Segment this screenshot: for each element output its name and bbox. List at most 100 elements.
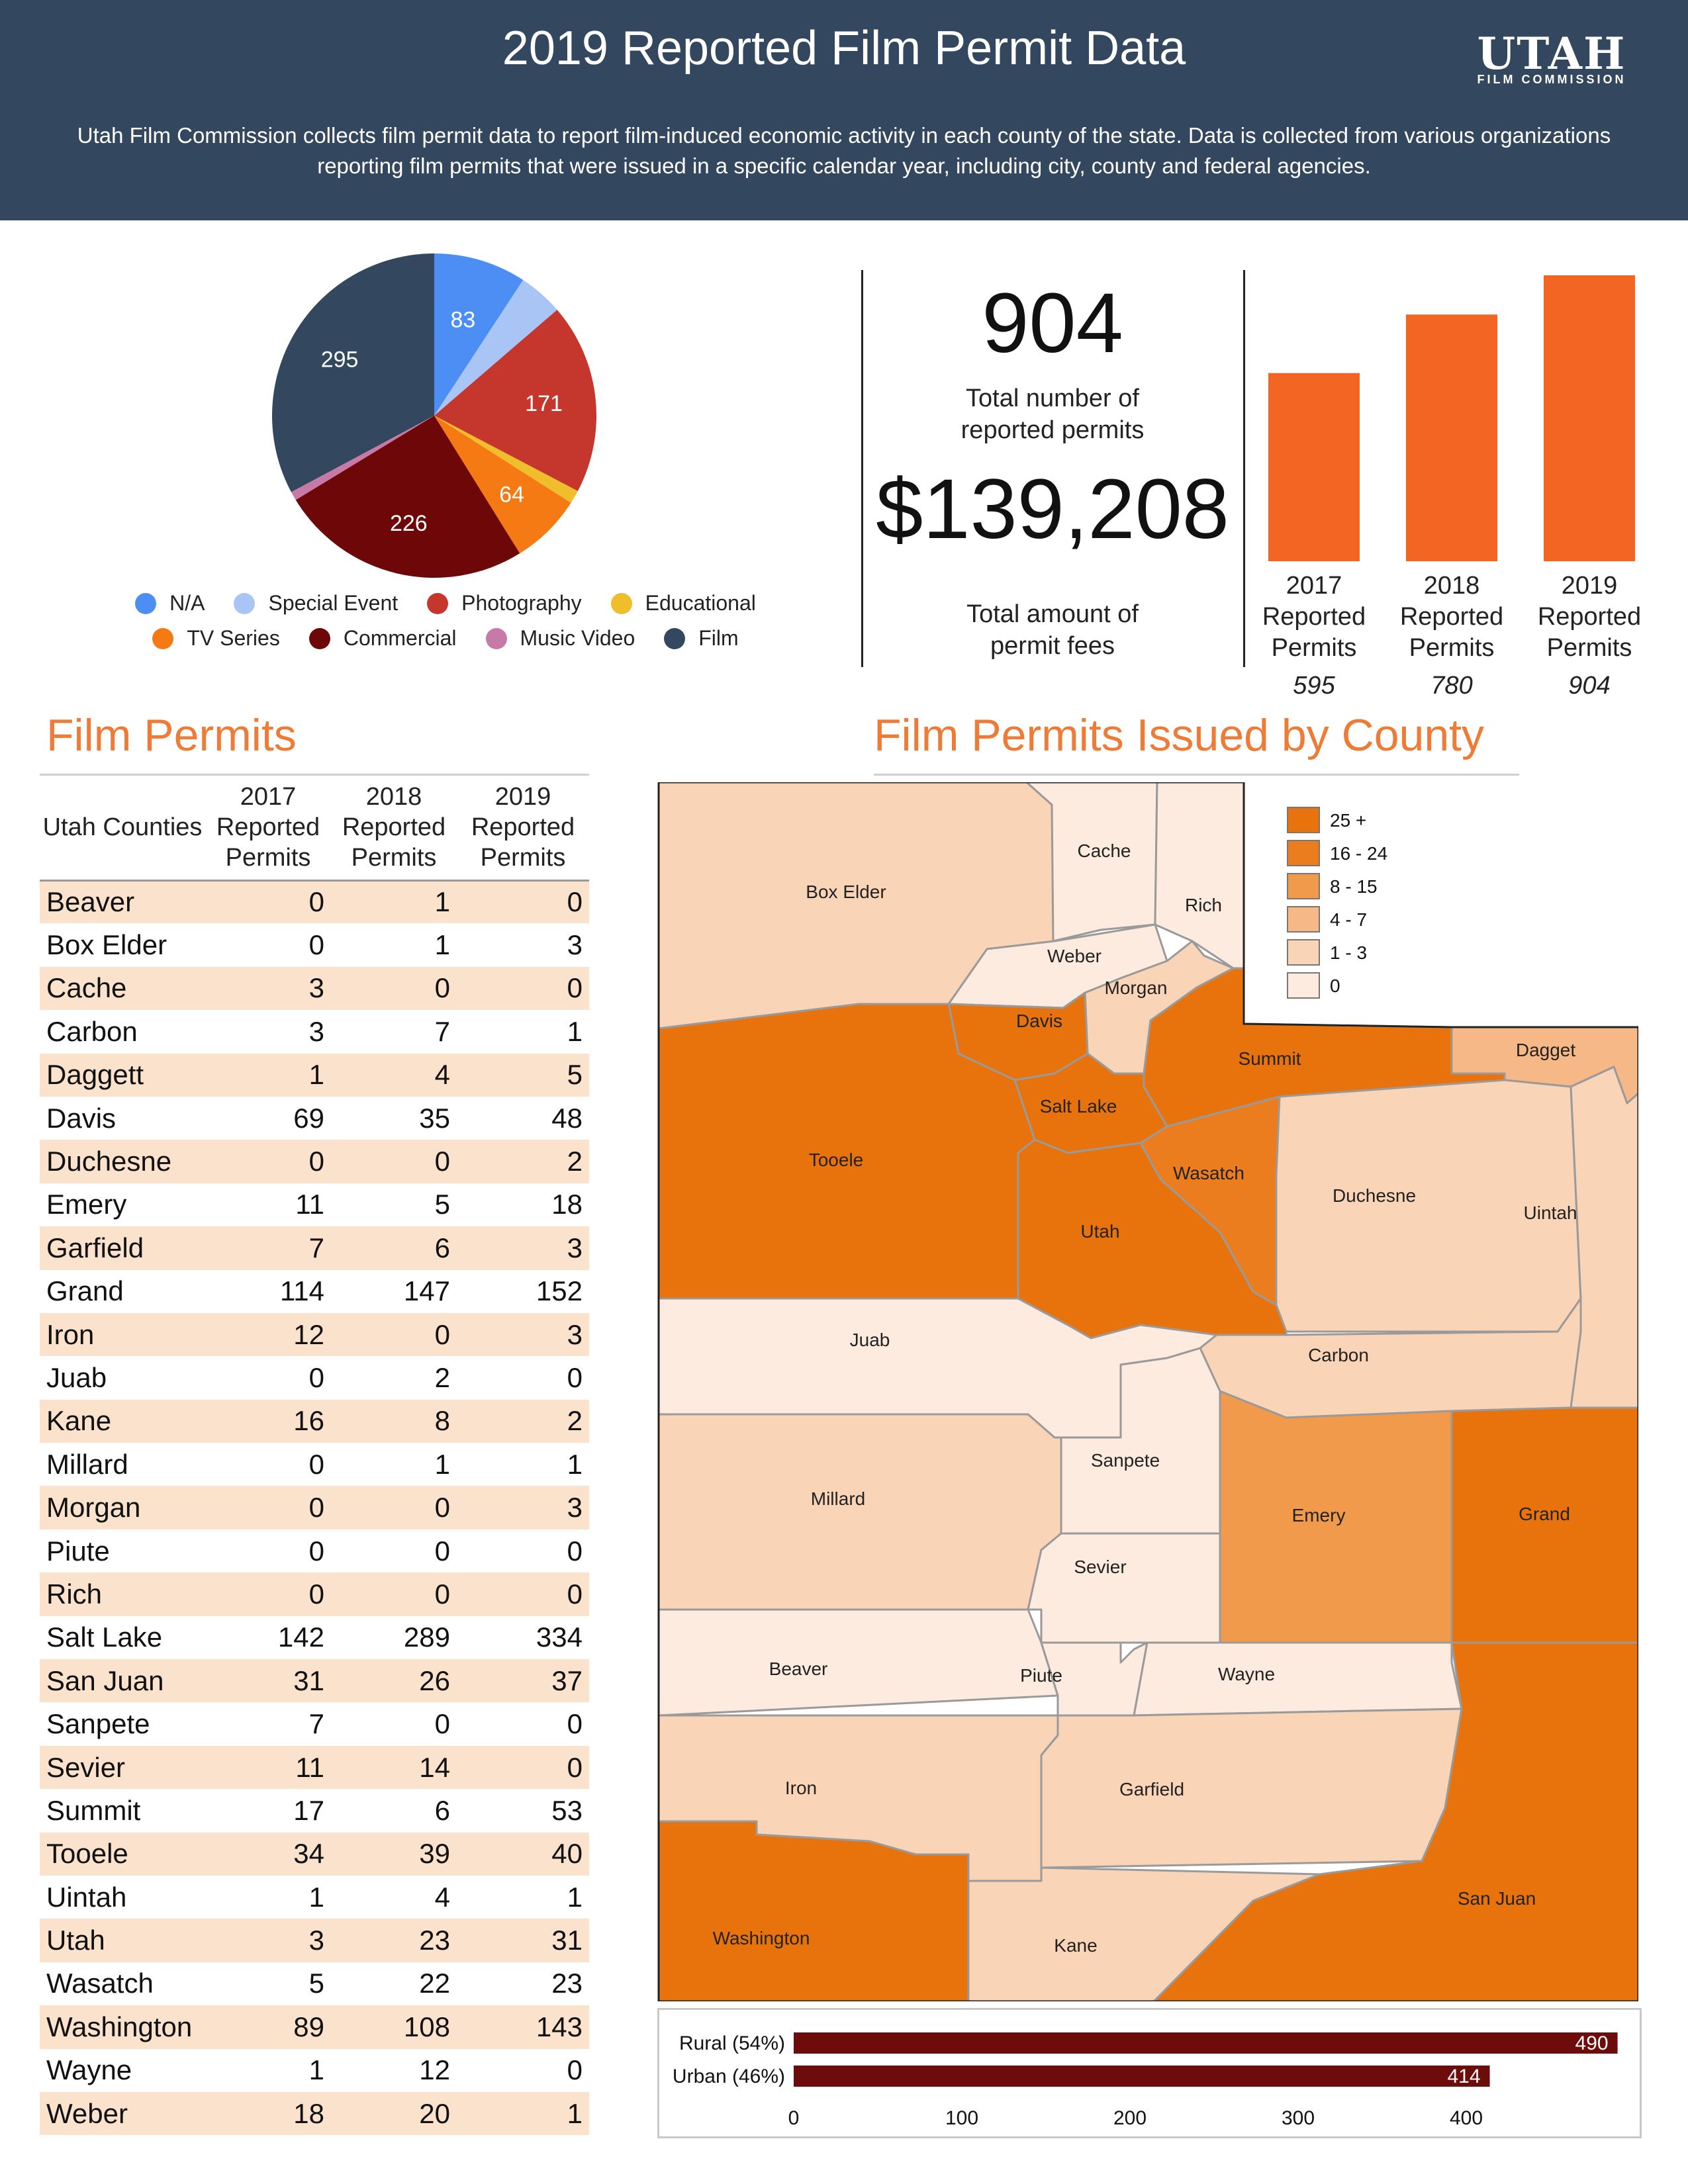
x-axis-tick-label: 400 [1450,2107,1483,2129]
table-body: Beaver 0 1 0 Box Elder 0 1 3 Cache 3 0 0 Carbon 3 7 1 Da… [40,880,589,2136]
table-row: Piute 0 0 0 [40,1529,589,1572]
county-label: Kane [1054,1935,1097,1956]
pie-data-label: 226 [390,511,428,536]
legend-label: Commercial [343,626,457,650]
legend-label: Photography [461,591,582,615]
table-row: Millard 0 1 1 [40,1443,589,1486]
county-label: Washington [713,1928,810,1948]
table-row: Morgan 0 0 3 [40,1486,589,1529]
permit-count-cell: 1 [567,1448,583,1480]
permit-count-cell: 6 [331,1226,457,1270]
permit-count-cell: 0 [457,966,589,1011]
year-bar-label: Reported [1262,603,1366,631]
county-name-cell: Davis [46,1102,117,1134]
permit-count-cell: 3 [308,1015,324,1047]
permit-count-cell: 0 [331,1312,457,1357]
permit-count-cell: 1 [434,1448,450,1480]
county-name-cell: Utah [40,1919,205,1962]
permit-count-cell: 0 [567,1708,583,1740]
legend-swatch [485,627,507,649]
permit-count-cell: 7 [205,1226,331,1270]
permit-count-cell: 0 [205,1486,331,1529]
map-heading: Film Permits Issued by County [874,710,1485,760]
county-label: San Juan [1458,1888,1536,1909]
county-label: Dagget [1516,1040,1576,1060]
county-name-cell: Sevier [40,1745,205,1790]
permit-count-cell: 40 [457,1832,589,1876]
permit-count-cell: 114 [280,1275,324,1307]
county-name-cell: Rich [40,1572,205,1616]
legend-swatch [610,592,632,614]
county-label: Juab [850,1330,890,1350]
county-name-cell: Cache [40,966,205,1011]
pie-legend-item: Film [664,626,739,651]
table-row: Garfield 7 6 3 [40,1226,589,1270]
permit-count-cell: 0 [331,1572,457,1616]
county-label: Weber [1047,946,1102,966]
year-bar [1406,314,1497,561]
legend-swatch [664,627,686,649]
legend-label: Film [698,626,739,650]
permit-count-cell: 0 [457,1745,589,1790]
page-title: 2019 Reported Film Permit Data [502,22,1186,75]
county-name-cell: Emery [46,1189,127,1220]
legend-swatch [234,592,256,614]
year-bar-label: Permits [1272,634,1357,662]
map-legend-swatch [1287,807,1320,833]
county-name-cell: Piute [46,1535,110,1567]
permit-count-cell: 2 [434,1361,450,1393]
pie-slice [434,416,578,503]
permit-count-cell: 0 [205,1140,331,1183]
table-row: Juab 0 2 0 [40,1356,589,1399]
table-header-row: Utah Counties 2017 Reported Permits 2018… [40,776,589,882]
county-name-cell: Weber [40,2091,205,2136]
table-row: Carbon 3 7 1 [40,1010,589,1053]
logo-subtitle: FILM COMMISSION [1477,73,1626,86]
table-row: Washington 89 108 143 [40,2005,589,2049]
permit-count-cell: 22 [419,1968,450,1999]
rural-urban-value-label: 414 [1447,2066,1480,2087]
map-legend-label: 8 - 15 [1330,876,1378,897]
county-label: Duchesne [1333,1185,1416,1206]
permit-count-cell: 1 [308,2054,324,2086]
county-name-cell: Grand [46,1275,124,1307]
county-wayne [1133,1641,1463,1717]
year-bar-label: Permits [1547,634,1632,662]
permit-count-cell: 0 [205,880,331,924]
pie-legend: N/A Special Event Photography Educational T… [111,591,780,651]
county-label: Morgan [1105,978,1168,998]
permit-count-cell: 11 [295,1189,324,1220]
county-label: Carbon [1308,1345,1369,1365]
table-row: Weber 18 20 1 [40,2091,589,2136]
pie-data-label: 295 [321,347,359,372]
permit-count-cell: 17 [293,1794,324,1826]
county-beaver [657,1608,1059,1717]
year-bar-label: Reported [1400,603,1503,631]
permit-count-cell: 18 [205,2091,331,2136]
column-header: Utah Counties [40,776,205,882]
pie-data-label: 83 [451,307,476,332]
table-row: Rich 0 0 0 [40,1572,589,1616]
county-cache [1025,782,1158,942]
permit-count-cell: 31 [205,1659,331,1703]
permit-count-cell: 5 [434,1189,450,1220]
year-bar-label: 2018 [1424,572,1480,600]
county-label: Piute [1020,1665,1062,1686]
pie-slice [295,416,520,578]
total-fees-label: Total amount of permit fees [966,600,1139,660]
permit-count-cell: 0 [457,880,589,924]
pie-legend-item: Commercial [308,626,457,651]
rural-urban-bar [794,2032,1618,2054]
county-label: Rich [1185,895,1222,915]
total-permits-value: 904 [982,276,1123,371]
county-name-cell: Wasatch [46,1968,154,1999]
year-bar-label: Permits [1409,634,1495,662]
permit-count-cell: 108 [331,2005,457,2049]
permit-count-cell: 2 [457,1399,589,1443]
permit-count-cell: 1 [567,1881,583,1913]
permit-count-cell: 0 [457,1572,589,1616]
county-label: Sanpete [1091,1450,1160,1471]
county-name-cell: Summit [46,1794,141,1826]
county-labels: Box Elder Cache Rich Weber Morgan Davis … [713,841,1577,1956]
county-name-cell: Kane [40,1399,205,1443]
